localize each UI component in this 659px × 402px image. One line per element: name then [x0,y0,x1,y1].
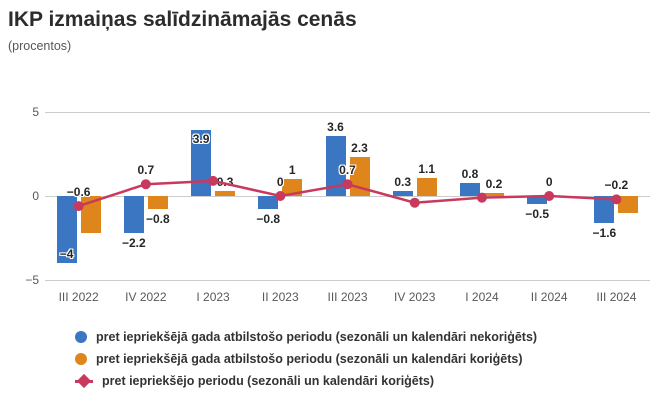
legend-item-red[interactable]: pret iepriekšējo periodu (sezonāli un ka… [75,370,537,392]
x-axis-label: III 2022 [58,290,99,304]
x-axis-label: II 2024 [530,290,568,304]
x-axis-label: III 2023 [327,290,368,304]
data-label-orange: 0.2 [485,176,503,191]
blue-circle-icon [75,331,87,343]
data-label-blue: 3.9 [192,132,210,147]
line-point-IV 2022[interactable] [140,179,151,190]
bar-blue-I 2023[interactable] [191,130,212,196]
line-point-II 2023[interactable] [275,191,286,201]
data-label-orange: −0.8 [145,212,170,227]
y-axis-tick: −5 [25,273,39,287]
chart-plot-area: 5 0 −5 III 2022 IV 2022 I 2023 II 2023 III 2023… [25,105,650,304]
bar-orange-IV 2023[interactable] [416,177,437,196]
bar-orange-I 2023[interactable] [215,190,236,196]
y-axis-tick: 5 [32,105,39,119]
page-subtitle: (procentos) [8,39,72,53]
data-label-blue: −0.5 [525,207,550,222]
x-axis-label: IV 2023 [394,290,436,304]
data-label-red: 0 [545,175,553,189]
red-line-dot-icon [75,373,93,389]
bar-blue-II 2023[interactable] [258,196,279,210]
bar-orange-IV 2022[interactable] [147,196,168,210]
bar-orange-III 2022[interactable] [80,196,101,233]
bar-blue-I 2024[interactable] [459,182,480,196]
chart-legend: pret iepriekšējā gada atbilstošo periodu… [75,326,537,392]
data-label-blue: −1.6 [592,225,617,240]
bar-orange-III 2024[interactable] [618,196,639,213]
orange-circle-icon [75,353,87,365]
legend-label: pret iepriekšējā gada atbilstošo periodu… [96,330,538,344]
legend-dot-glyph [76,373,92,389]
line-point-III 2022[interactable] [73,201,84,212]
page-title: IKP izmaiņas salīdzināmajās cenās [8,8,357,31]
data-label-blue: −4 [59,247,74,262]
data-label-orange: 1.1 [418,161,436,176]
data-label-red: 0.7 [137,163,155,178]
y-axis-tick: 0 [32,189,39,203]
data-label-blue: 3.6 [327,119,344,134]
data-label-orange: 1 [288,163,296,178]
bar-orange-I 2024[interactable] [483,192,504,196]
bar-blue-II 2024[interactable] [527,196,548,205]
x-axis-label: I 2024 [465,290,499,304]
data-label-red: 0 [276,175,284,189]
x-axis-label: IV 2022 [125,290,167,304]
line-point-IV 2023[interactable] [409,197,420,208]
line-series-red [73,175,622,212]
bar-blue-III 2023[interactable] [325,135,346,196]
line-point-I 2023[interactable] [208,175,219,186]
data-label-blue: 0.8 [461,166,479,181]
line-point-II 2024[interactable] [544,191,555,201]
data-label-red: 0.7 [339,163,356,178]
x-axis-label: I 2023 [196,290,230,304]
line-point-III 2023[interactable] [342,179,353,190]
data-label-blue: −2.2 [121,235,146,250]
data-label-orange: 2.3 [351,141,368,156]
x-axis-label: II 2023 [261,290,299,304]
data-label-blue: −0.8 [256,212,281,227]
bar-blue-IV 2022[interactable] [123,196,144,233]
line-point-I 2024[interactable] [476,192,487,203]
legend-label: pret iepriekšējā gada atbilstošo periodu… [96,352,523,366]
gridline-y0 [45,195,650,197]
bar-blue-III 2024[interactable] [594,196,615,223]
x-axis-label: III 2024 [596,290,637,304]
legend-item-blue[interactable]: pret iepriekšējā gada atbilstošo periodu… [75,326,537,348]
gridline-y-5 [45,279,650,281]
bar-blue-III 2022[interactable] [56,196,77,264]
bar-blue-IV 2023[interactable] [392,190,413,196]
data-label-red: −0.6 [66,185,91,200]
line-point-III 2024[interactable] [611,194,622,205]
legend-item-orange[interactable]: pret iepriekšējā gada atbilstošo periodu… [75,348,537,370]
gridline-y5 [45,111,650,113]
data-label-blue: 0.3 [394,174,412,189]
data-label-red: −0.2 [604,178,629,193]
legend-label: pret iepriekšējo periodu (sezonāli un ka… [102,374,435,388]
